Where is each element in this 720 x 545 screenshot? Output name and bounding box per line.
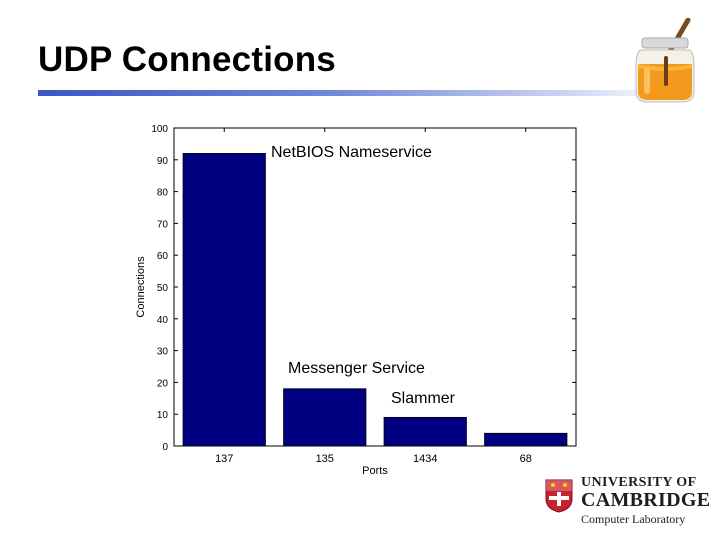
bar bbox=[182, 153, 266, 447]
bar bbox=[383, 416, 467, 447]
x-axis-label: Ports bbox=[362, 465, 388, 477]
logo-line-university: UNIVERSITY OF bbox=[581, 475, 697, 490]
x-tick-label: 135 bbox=[316, 453, 334, 465]
crest-icon bbox=[545, 479, 573, 513]
y-tick-label: 70 bbox=[157, 219, 169, 230]
y-tick-label: 80 bbox=[157, 188, 169, 199]
logo-line-cambridge: CAMBRIDGE bbox=[581, 489, 711, 511]
y-tick-label: 10 bbox=[157, 410, 169, 421]
x-tick-label: 68 bbox=[520, 453, 532, 465]
logo-line-lab: Computer Laboratory bbox=[581, 512, 686, 526]
title-underline bbox=[38, 90, 678, 96]
x-tick-label: 1434 bbox=[413, 453, 437, 465]
y-axis-label: Connections bbox=[135, 256, 147, 318]
bar bbox=[283, 388, 367, 447]
page-title: UDP Connections bbox=[38, 40, 336, 79]
annotation-slammer: Slammer bbox=[391, 390, 456, 407]
annotation-netbios: NetBIOS Nameservice bbox=[271, 144, 432, 161]
y-tick-label: 30 bbox=[157, 347, 169, 358]
y-tick-label: 0 bbox=[162, 442, 168, 453]
y-tick-label: 100 bbox=[151, 124, 168, 135]
y-tick-label: 40 bbox=[157, 315, 169, 326]
y-tick-label: 60 bbox=[157, 251, 169, 262]
y-tick-label: 90 bbox=[157, 156, 169, 167]
y-tick-label: 50 bbox=[157, 283, 169, 294]
university-logo: UNIVERSITY OF CAMBRIDGE Computer Laborat… bbox=[545, 475, 710, 531]
bar bbox=[484, 432, 568, 447]
annotation-messenger: Messenger Service bbox=[288, 360, 425, 377]
y-tick-label: 20 bbox=[157, 378, 169, 389]
honey-jar-icon bbox=[635, 18, 695, 103]
x-tick-label: 137 bbox=[215, 453, 233, 465]
